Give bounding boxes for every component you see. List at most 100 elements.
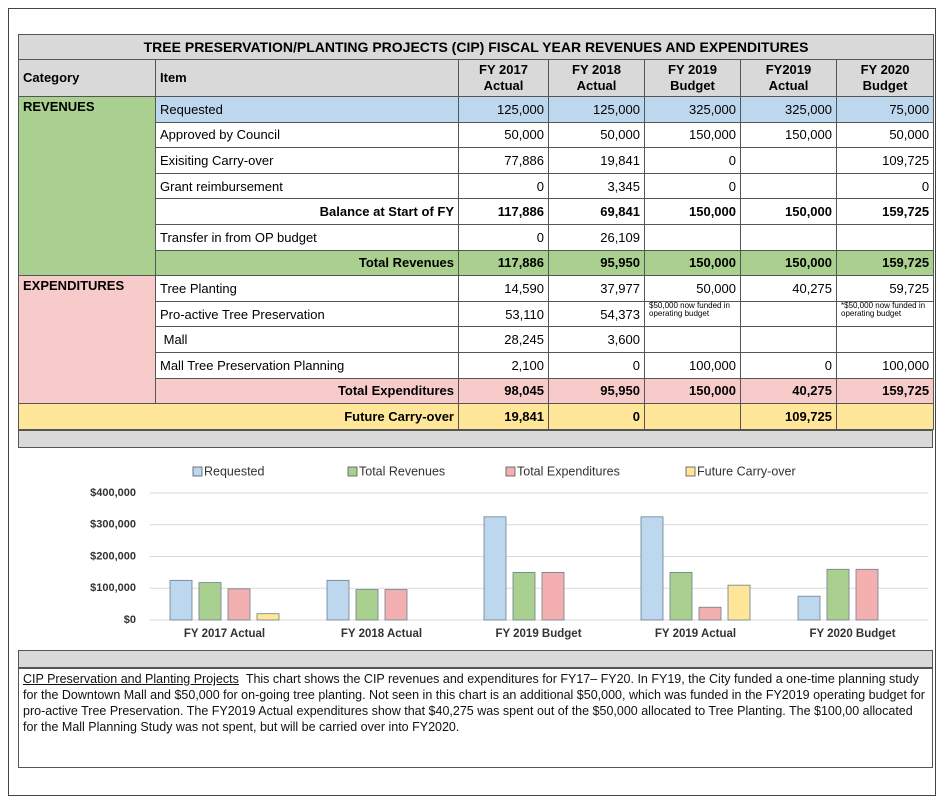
value-cell: 159,725 [835,377,935,405]
value-cell: 100,000 [835,351,935,379]
value-cell: *$50,000 now funded in operating budget [835,300,935,328]
value-cell: 0 [644,172,741,200]
column-header: FY 2020 Budget [835,59,935,97]
value-cell [835,223,935,251]
legend-swatch [685,466,696,477]
bar [198,582,222,621]
item-cell: Total Revenues [155,249,459,277]
value-cell: $50,000 now funded in operating budget [644,300,741,328]
value-cell: 40,275 [740,275,837,302]
item-cell: Tree Planting [155,275,459,302]
value-cell: 150,000 [740,121,837,149]
x-tick-label: FY 2019 Actual [655,628,736,640]
item-cell: Balance at Start of FY [155,198,459,225]
bar [826,568,850,621]
value-cell [740,147,837,174]
value-cell [740,326,837,353]
table-row: Approved by Council 50,000 50,000 150,000 15… [19,121,935,149]
y-tick-label: $400,000 [90,487,136,499]
item-cell: Pro-active Tree Preservation [155,300,459,328]
value-cell: 19,841 [548,147,645,174]
value-cell: 59,725 [835,275,935,302]
item-cell: Mall Tree Preservation Planning [155,351,459,379]
item-cell: Requested [155,96,459,123]
column-header: FY2019 Actual [740,59,837,97]
table-row: EXPENDITURES Tree Planting 14,590 37,977 50,… [18,275,935,405]
header-row: Category Item FY 2017 Actual FY 2018 Actual FY… [18,59,935,97]
x-tick-label: FY 2017 Actual [184,628,265,640]
value-cell: 98,045 [458,377,549,405]
note-heading: CIP Preservation and Planting Projects [23,672,239,686]
note-text: This chart shows the CIP revenues and ex… [23,672,925,734]
x-tick-label: FY 2019 Budget [495,628,581,640]
legend-swatch [505,466,516,477]
column-header: FY 2018 Actual [548,59,645,97]
value-cell: 0 [644,147,741,174]
item-cell: Approved by Council [155,121,459,149]
table-row: REVENUES Requested 125,000 125,000 325,000 32… [18,95,935,277]
item-cell: Grant reimbursement [155,172,459,200]
value-cell: 54,373 [548,300,645,328]
column-header-line: FY 2017 [479,62,528,77]
bar [797,595,821,621]
value-cell: 325,000 [740,96,837,123]
value-cell: 0 [458,172,549,200]
value-cell: 109,725 [740,403,837,430]
value-cell: 0 [548,403,645,430]
value-cell [644,326,741,353]
value-cell: 53,110 [458,300,549,328]
value-cell: 40,275 [740,377,837,405]
table-row: Total Revenues 117,886 95,950 150,000 150,00… [19,249,935,277]
value-cell: 0 [458,223,549,251]
x-tick-label: FY 2020 Budget [809,628,895,640]
column-header-line: Item [160,70,187,85]
value-cell: 0 [548,351,645,379]
bar [384,589,408,621]
column-header-line: FY 2018 [572,62,621,77]
value-cell [740,223,837,251]
column-header-line: FY 2019 [668,62,717,77]
column-header-line: Category [23,70,80,85]
value-cell [835,403,935,430]
value-cell: 150,000 [740,198,837,225]
table-row: Total Expenditures 98,045 95,950 150,000 40,… [19,377,935,405]
value-cell: 28,245 [458,326,549,353]
value-cell [740,300,837,328]
value-cell: 3,600 [548,326,645,353]
value-cell [740,172,837,200]
section-label: EXPENDITURES [18,275,156,405]
value-cell: 19,841 [458,403,549,430]
bar [512,571,536,621]
value-cell [835,326,935,353]
section-label: REVENUES [18,95,156,277]
bar [256,613,280,621]
column-header: FY 2019 Budget [644,59,741,97]
value-cell: 159,725 [835,249,935,277]
y-tick-label: $300,000 [90,519,136,531]
table-row: Mall 28,245 3,600 [19,326,935,353]
column-header-line: FY 2020 [860,62,910,77]
value-cell: 325,000 [644,96,741,123]
value-cell: 150,000 [740,249,837,277]
table-row: Mall Tree Preservation Planning 2,100 0 100… [19,351,935,379]
table-row: Pro-active Tree Preservation 53,110 54,373… [19,300,935,328]
bar [483,516,507,621]
value-cell: 95,950 [548,249,645,277]
item-cell: Total Expenditures [155,377,459,405]
table-row: Transfer in from OP budget 0 26,109 [19,223,935,251]
legend-label: Requested [204,464,265,478]
value-cell: 117,886 [458,249,549,277]
bar [640,516,664,621]
item-cell: Mall [155,326,459,353]
value-cell: 150,000 [644,198,741,225]
bar [326,579,350,621]
value-cell: 150,000 [644,249,741,277]
value-cell: 75,000 [835,96,935,123]
table-row: Balance at Start of FY 117,886 69,841 150,0… [19,198,935,225]
y-tick-label: $100,000 [90,582,136,594]
bar [355,589,379,621]
value-cell: 2,100 [458,351,549,379]
value-cell: 69,841 [548,198,645,225]
value-cell: 26,109 [548,223,645,251]
table-row: Grant reimbursement 0 3,345 0 0 [19,172,935,200]
